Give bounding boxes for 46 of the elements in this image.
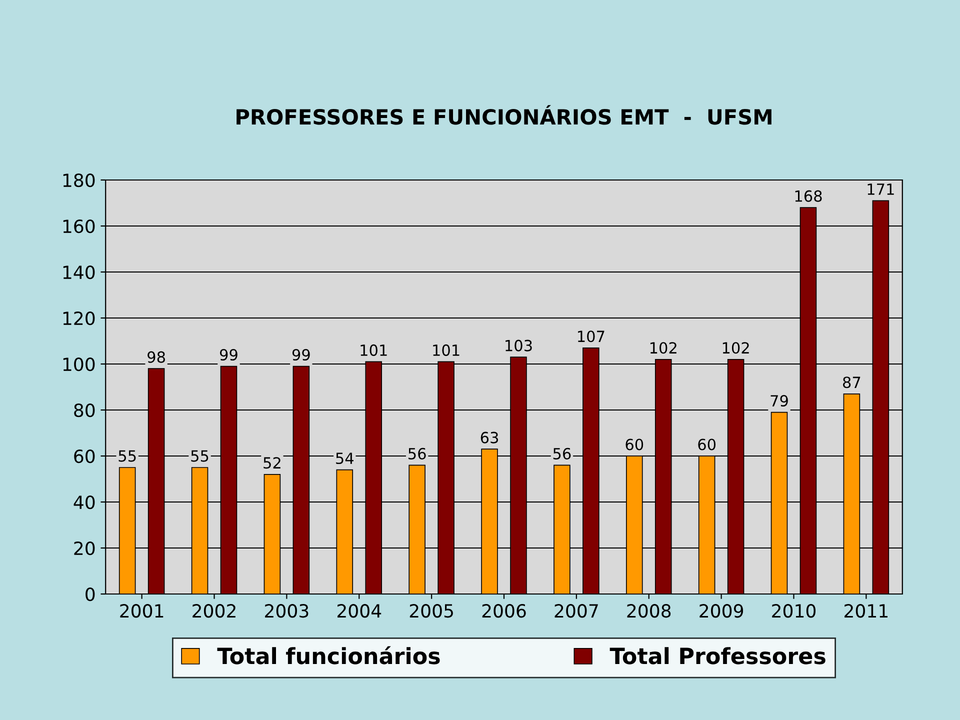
data-label: 60 bbox=[626, 438, 644, 450]
data-label: 79 bbox=[770, 395, 788, 407]
y-tick-label: 180 bbox=[63, 173, 95, 188]
y-tick-label: 160 bbox=[63, 219, 95, 234]
data-label: 56 bbox=[408, 448, 426, 460]
x-tick-label: 2008 bbox=[627, 604, 671, 618]
data-label: 101 bbox=[433, 344, 460, 356]
data-label: 99 bbox=[220, 349, 238, 361]
data-label: 171 bbox=[868, 184, 894, 195]
y-tick-label: 20 bbox=[74, 541, 95, 556]
data-label: 56 bbox=[553, 448, 571, 460]
data-label: 107 bbox=[578, 330, 604, 342]
y-tick-label: 120 bbox=[63, 311, 95, 326]
data-label: 52 bbox=[264, 457, 280, 469]
x-tick-label: 2003 bbox=[265, 604, 308, 618]
data-label: 98 bbox=[148, 351, 165, 363]
x-tick-label: 2006 bbox=[482, 604, 526, 618]
x-tick-label: 2007 bbox=[554, 604, 598, 618]
x-tick-label: 2011 bbox=[844, 604, 888, 618]
x-tick-label: 2005 bbox=[410, 604, 453, 618]
y-tick-label: 140 bbox=[63, 265, 95, 280]
data-label: 101 bbox=[360, 344, 387, 356]
x-tick-label: 2010 bbox=[772, 604, 816, 618]
legend-label: Total funcionários bbox=[217, 646, 440, 664]
data-label: 87 bbox=[843, 376, 860, 388]
chart-title: PROFESSORES E FUNCIONÁRIOS EMT - UFSM bbox=[236, 105, 772, 125]
y-tick-label: 0 bbox=[86, 587, 95, 602]
y-tick-label: 80 bbox=[74, 403, 95, 418]
legend-label: Total Professores bbox=[610, 647, 826, 664]
data-label: 102 bbox=[650, 342, 676, 354]
x-tick-label: 2004 bbox=[337, 604, 382, 618]
y-tick-label: 100 bbox=[63, 357, 95, 372]
data-label: 168 bbox=[795, 190, 822, 202]
x-tick-label: 2009 bbox=[700, 604, 744, 618]
data-label: 102 bbox=[722, 342, 749, 354]
x-tick-label: 2002 bbox=[192, 604, 236, 618]
y-tick-label: 60 bbox=[74, 449, 95, 464]
data-label: 54 bbox=[336, 452, 354, 464]
x-tick-label: 2001 bbox=[120, 604, 164, 618]
y-tick-label: 40 bbox=[74, 495, 95, 510]
data-label: 55 bbox=[118, 450, 136, 462]
data-label: 63 bbox=[480, 432, 498, 444]
data-label: 60 bbox=[698, 438, 716, 450]
data-label: 55 bbox=[191, 450, 208, 462]
data-label: 99 bbox=[292, 349, 310, 361]
data-label: 103 bbox=[506, 340, 532, 352]
